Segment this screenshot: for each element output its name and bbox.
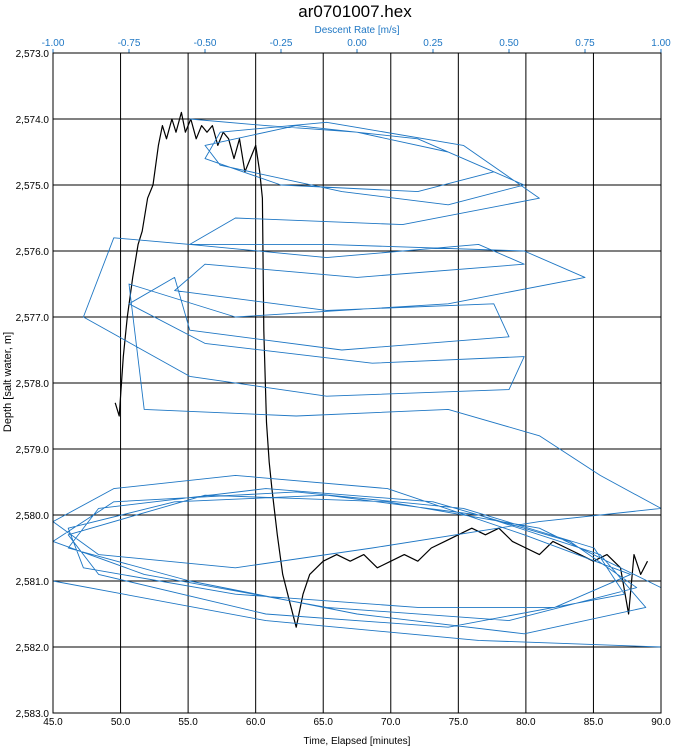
y-tick-label: 2,582.0 [16, 643, 50, 654]
x-tick-label: 65.0 [313, 717, 333, 728]
y-axis-label: Depth [salt water, m] [2, 332, 14, 432]
grid [52, 49, 662, 714]
x-tick-label: 45.0 [43, 717, 63, 728]
top-axis-label: Descent Rate [m/s] [314, 25, 399, 36]
x-axis-label: Time, Elapsed [minutes] [304, 736, 411, 747]
x2-tick-label: 1.00 [651, 38, 671, 49]
x2-tick-label: 0.25 [423, 38, 443, 49]
x-tick-label: 60.0 [246, 717, 266, 728]
y-tick-label: 2,577.0 [16, 313, 50, 324]
y-tick-label: 2,574.0 [16, 115, 50, 126]
x2-tick-label: 0.75 [575, 38, 595, 49]
descent-rate-series-line [52, 118, 662, 648]
tick-labels: 45.0 50.0 55.0 60.0 65.0 70.0 75.0 80.0 85.0 90.0… [16, 38, 672, 728]
y-tick-label: 2,573.0 [16, 49, 50, 60]
y-tick-label: 2,580.0 [16, 511, 50, 522]
y-tick-label: 2,579.0 [16, 445, 50, 456]
x-tick-label: 50.0 [111, 717, 131, 728]
x-tick-label: 75.0 [449, 717, 469, 728]
x2-tick-label: -0.25 [270, 38, 293, 49]
x2-tick-label: 0.00 [347, 38, 367, 49]
x2-tick-label: -0.50 [194, 38, 217, 49]
x2-tick-label: 0.50 [499, 38, 519, 49]
x2-tick-label: -1.00 [42, 38, 65, 49]
chart-title: ar0701007.hex [298, 2, 412, 21]
x-tick-label: 85.0 [584, 717, 604, 728]
y-tick-label: 2,583.0 [16, 709, 50, 720]
y-tick-label: 2,581.0 [16, 577, 50, 588]
x-tick-label: 70.0 [381, 717, 401, 728]
x-tick-label: 80.0 [516, 717, 536, 728]
y-tick-label: 2,578.0 [16, 379, 50, 390]
x-tick-label: 55.0 [178, 717, 198, 728]
y-tick-label: 2,575.0 [16, 181, 50, 192]
x-tick-label: 90.0 [651, 717, 671, 728]
series-layer [52, 111, 662, 648]
x2-tick-label: -0.75 [118, 38, 141, 49]
depth-series-line [114, 111, 649, 628]
y-tick-label: 2,576.0 [16, 247, 50, 258]
plot-frame [52, 52, 662, 714]
